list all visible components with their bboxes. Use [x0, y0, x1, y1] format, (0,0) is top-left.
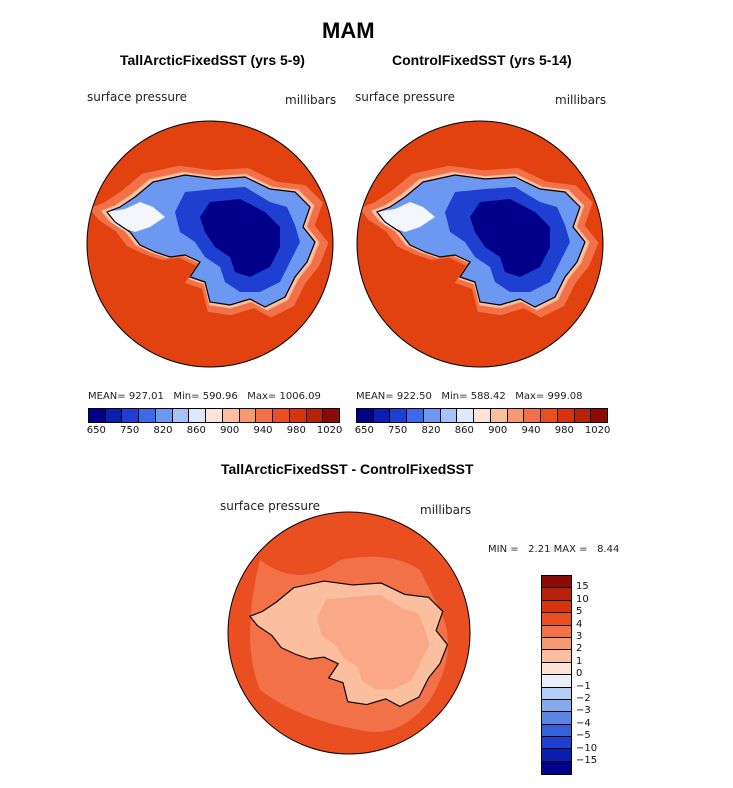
- figure-title: MAM: [322, 18, 375, 43]
- panel-2-stats: MEAN= 922.50 Min= 588.42 Max= 999.08: [356, 391, 583, 402]
- map-panel-1: [86, 120, 334, 368]
- colorbar-tick-label: 900: [220, 425, 240, 436]
- colorbar-tick-label: 860: [454, 425, 474, 436]
- colorbar-swatch: [542, 675, 571, 688]
- colorbar-tick-label: 1020: [584, 425, 611, 436]
- colorbar-tick-label: 650: [354, 425, 374, 436]
- panel-1-subtitle: TallArcticFixedSST (yrs 5-9): [120, 52, 305, 68]
- difference-min-max: MIN = 2.21 MAX = 8.44: [488, 544, 620, 555]
- colorbar-tick-label: 750: [120, 425, 140, 436]
- colorbar-tick-label: 1: [576, 655, 583, 667]
- colorbar-tick-label: −15: [576, 755, 598, 766]
- colorbar-tick-label: −2: [576, 693, 591, 704]
- colorbar-swatch: [357, 409, 374, 422]
- panel-1-units-label: millibars: [285, 93, 337, 107]
- colorbar-tick-label: 10: [576, 593, 589, 605]
- colorbar-swatch: [542, 761, 571, 775]
- panel-1-stats: MEAN= 927.01 Min= 590.96 Max= 1006.09: [88, 391, 321, 402]
- colorbar-swatch: [457, 409, 475, 422]
- colorbar-swatch: [105, 409, 123, 422]
- colorbar-swatch: [542, 699, 571, 713]
- colorbar-swatch: [542, 749, 571, 762]
- colorbar-tick-label: 5: [576, 606, 583, 618]
- colorbar-swatch: [574, 409, 592, 422]
- colorbar-swatch: [239, 409, 257, 422]
- colorbar-tick-label: 860: [186, 425, 206, 436]
- panel-2-variable-label: surface pressure: [355, 90, 455, 104]
- colorbar-swatch: [323, 409, 340, 422]
- panel-1-variable-label: surface pressure: [87, 90, 187, 104]
- colorbar-tick-label: −1: [576, 680, 591, 692]
- colorbar-swatch: [490, 409, 508, 422]
- colorbar-swatch: [542, 637, 571, 651]
- colorbar-tick-label: 820: [421, 425, 441, 436]
- colorbar-swatch: [557, 409, 575, 422]
- panel-2-subtitle: ControlFixedSST (yrs 5-14): [392, 52, 572, 68]
- colorbar-tick-label: 650: [86, 425, 106, 436]
- colorbar-swatch: [541, 409, 558, 422]
- colorbar-swatch: [89, 409, 106, 422]
- colorbar-tick-label: −5: [576, 730, 591, 742]
- colorbar-tick-label: −3: [576, 705, 591, 717]
- colorbar-tick-label: 940: [521, 425, 541, 436]
- colorbar-swatch: [542, 724, 571, 738]
- colorbar-tick-label: 0: [576, 668, 583, 680]
- panel-2-units-label: millibars: [555, 93, 607, 107]
- colorbar-difference: [541, 575, 572, 776]
- colorbar-swatch: [189, 409, 207, 422]
- difference-variable-label: surface pressure: [220, 499, 320, 513]
- colorbar-swatch: [172, 409, 190, 422]
- colorbar-tick-label: 750: [388, 425, 408, 436]
- colorbar-tick-label: 15: [576, 581, 589, 593]
- colorbar-swatch: [440, 409, 458, 422]
- colorbar-tick-label: 820: [153, 425, 173, 436]
- colorbar-tick-label: −4: [576, 717, 591, 729]
- colorbar-swatch: [407, 409, 424, 422]
- colorbar-tick-label: 1020: [316, 425, 343, 436]
- difference-subtitle: TallArcticFixedSST - ControlFixedSST: [221, 461, 474, 477]
- colorbar-tick-label: 940: [253, 425, 273, 436]
- colorbar-swatch: [542, 662, 571, 676]
- colorbar-swatch: [542, 625, 571, 638]
- map-panel-2: [356, 120, 604, 368]
- colorbar-swatch: [542, 613, 571, 626]
- colorbar-swatch: [507, 409, 525, 422]
- map-difference: [227, 511, 471, 755]
- colorbar-swatch: [542, 588, 571, 601]
- colorbar-swatch: [222, 409, 240, 422]
- colorbar-panel-1: [88, 408, 340, 423]
- colorbar-swatch: [474, 409, 491, 422]
- colorbar-swatch: [206, 409, 223, 422]
- colorbar-swatch: [373, 409, 391, 422]
- colorbar-swatch: [289, 409, 307, 422]
- colorbar-tick-label: 900: [488, 425, 508, 436]
- colorbar-panel-2: [356, 408, 608, 423]
- colorbar-swatch: [273, 409, 290, 422]
- colorbar-swatch: [542, 576, 571, 589]
- colorbar-swatch: [542, 650, 571, 663]
- colorbar-swatch: [542, 712, 571, 725]
- colorbar-swatch: [306, 409, 324, 422]
- colorbar-swatch: [155, 409, 173, 422]
- colorbar-swatch: [542, 737, 571, 750]
- colorbar-swatch: [591, 409, 608, 422]
- difference-units-label: millibars: [420, 503, 472, 517]
- colorbar-swatch: [423, 409, 441, 422]
- colorbar-tick-label: 980: [286, 425, 306, 436]
- colorbar-swatch: [390, 409, 408, 422]
- colorbar-tick-label: 4: [576, 618, 583, 630]
- colorbar-tick-label: 3: [576, 631, 583, 642]
- colorbar-tick-label: 980: [554, 425, 574, 436]
- colorbar-swatch: [139, 409, 156, 422]
- colorbar-tick-label: −10: [576, 742, 598, 754]
- colorbar-swatch: [256, 409, 274, 422]
- colorbar-swatch: [542, 600, 571, 614]
- colorbar-swatch: [524, 409, 542, 422]
- colorbar-swatch: [542, 687, 571, 700]
- colorbar-swatch: [122, 409, 140, 422]
- colorbar-tick-label: 2: [576, 643, 583, 655]
